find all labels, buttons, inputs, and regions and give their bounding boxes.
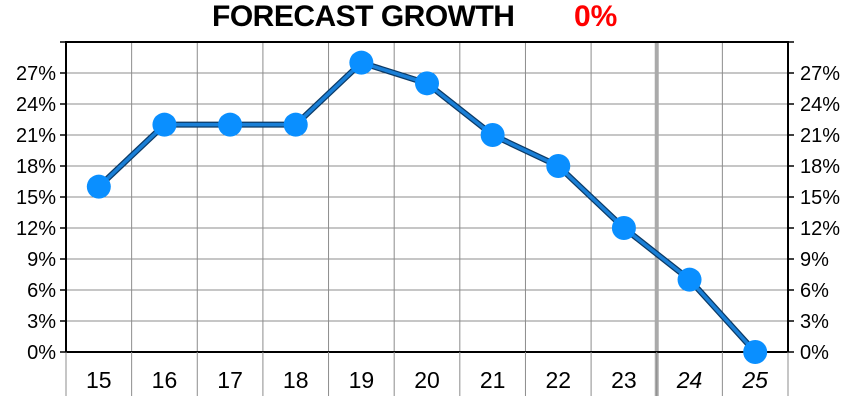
- data-point: [743, 340, 768, 364]
- y-tick-label-right: 24%: [800, 94, 840, 116]
- data-point: [415, 71, 439, 96]
- data-point: [86, 174, 111, 199]
- title-area: FORECAST GROWTH 0%: [0, 0, 848, 38]
- data-point: [218, 112, 243, 137]
- x-tick-label: 16: [152, 367, 178, 393]
- y-tick-label-left: 27%: [16, 63, 56, 85]
- data-point: [283, 112, 308, 137]
- y-tick-label-right: 3%: [800, 311, 829, 333]
- y-tick-label-left: 15%: [16, 187, 56, 209]
- y-axis-right: 0% 3% 6% 9% 12% 15% 18% 21% 24% 27%: [788, 41, 840, 364]
- y-tick-label-left: 18%: [16, 156, 56, 178]
- forecast-growth-value: 0%: [574, 0, 618, 33]
- data-point: [152, 112, 177, 137]
- y-tick-label-left: 12%: [16, 218, 56, 240]
- x-tick-label: 17: [217, 367, 243, 393]
- y-tick-label-right: 27%: [800, 63, 840, 85]
- y-tick-label-left: 21%: [16, 125, 56, 147]
- y-tick-label-left: 9%: [27, 249, 56, 271]
- data-point: [480, 123, 505, 147]
- y-tick-label-left: 24%: [16, 94, 56, 116]
- data-point: [611, 216, 636, 240]
- x-tick-label: 19: [349, 367, 375, 393]
- x-tick-label: 23: [611, 367, 637, 393]
- y-tick-label-right: 6%: [800, 280, 829, 302]
- y-axis-left: 0% 3% 6% 9% 12% 15% 18% 21% 24% 27%: [16, 41, 66, 364]
- y-tick-label-right: 18%: [800, 156, 840, 178]
- x-tick-label: 22: [545, 367, 571, 393]
- y-tick-label-left: 0%: [27, 342, 56, 364]
- y-tick-label-left: 6%: [27, 280, 56, 302]
- data-point: [349, 50, 374, 75]
- x-tick-label: 20: [414, 367, 440, 393]
- x-tick-label: 15: [86, 367, 112, 393]
- y-tick-label-right: 21%: [800, 125, 840, 147]
- data-point: [546, 154, 571, 178]
- y-tick-label-right: 15%: [800, 187, 840, 209]
- y-tick-label-right: 12%: [800, 218, 840, 240]
- y-tick-label-left: 3%: [27, 311, 56, 333]
- x-tick-label: 18: [283, 367, 309, 393]
- x-tick-label: 24: [676, 367, 703, 393]
- x-axis: 15 16 17 18 19 20 21 22 23 24 25: [65, 352, 789, 396]
- x-tick-label: 25: [741, 367, 768, 393]
- y-tick-label-right: 0%: [800, 342, 829, 364]
- y-tick-label-right: 9%: [800, 249, 829, 271]
- chart-title: FORECAST GROWTH: [212, 0, 515, 33]
- x-tick-label: 21: [480, 367, 506, 393]
- series-markers: [86, 50, 768, 364]
- data-point: [677, 267, 702, 292]
